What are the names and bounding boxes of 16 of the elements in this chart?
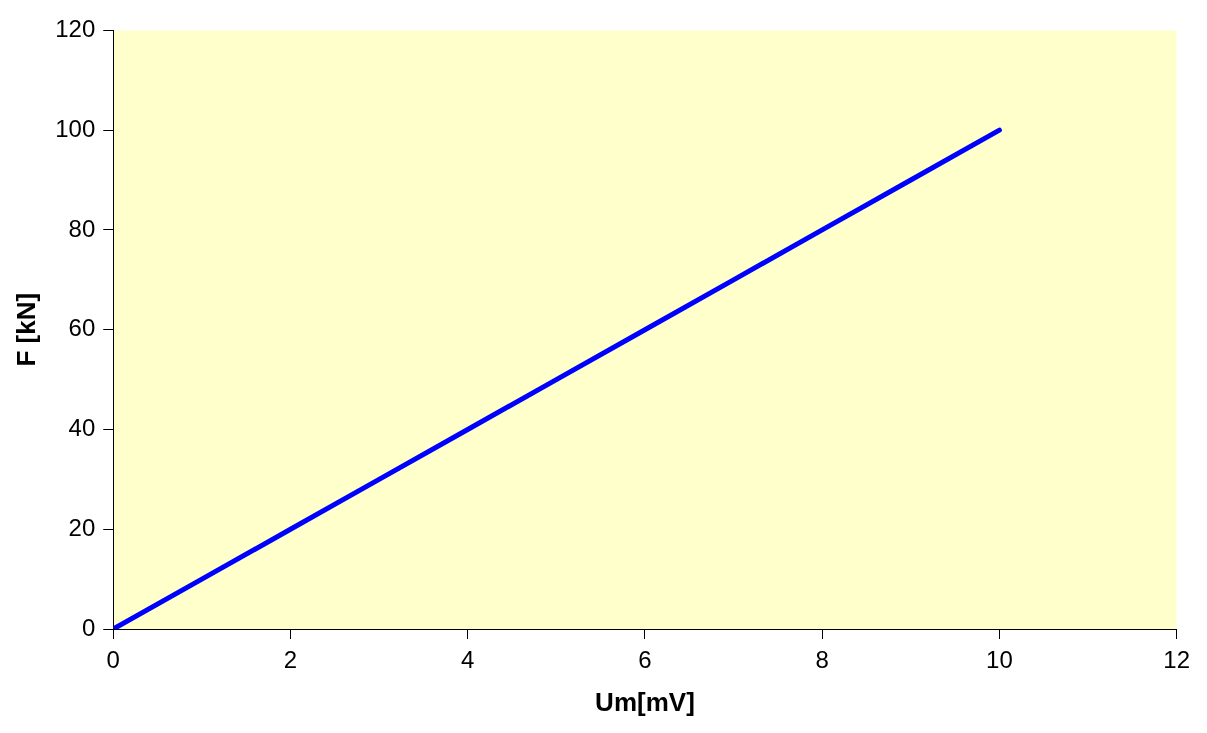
- x-tick-label: 6: [638, 646, 652, 674]
- y-tick-label: 80: [68, 214, 96, 242]
- x-tick-label: 12: [1163, 646, 1190, 674]
- y-tick-label: 20: [68, 513, 96, 541]
- y-tick-label: 40: [68, 414, 96, 442]
- x-axis-title: Um[mV]: [595, 686, 695, 717]
- y-tick-label: 0: [81, 613, 96, 641]
- y-tick-label: 100: [55, 114, 96, 142]
- x-tick-label: 2: [283, 646, 298, 674]
- x-tick-label: 0: [106, 646, 120, 674]
- x-tick-label: 4: [461, 646, 475, 674]
- y-tick-label: 60: [68, 314, 96, 342]
- y-tick-label: 120: [55, 15, 96, 43]
- y-axis-title: F [kN]: [10, 292, 41, 367]
- x-tick-label: 10: [986, 646, 1013, 674]
- x-tick-label: 8: [815, 646, 829, 674]
